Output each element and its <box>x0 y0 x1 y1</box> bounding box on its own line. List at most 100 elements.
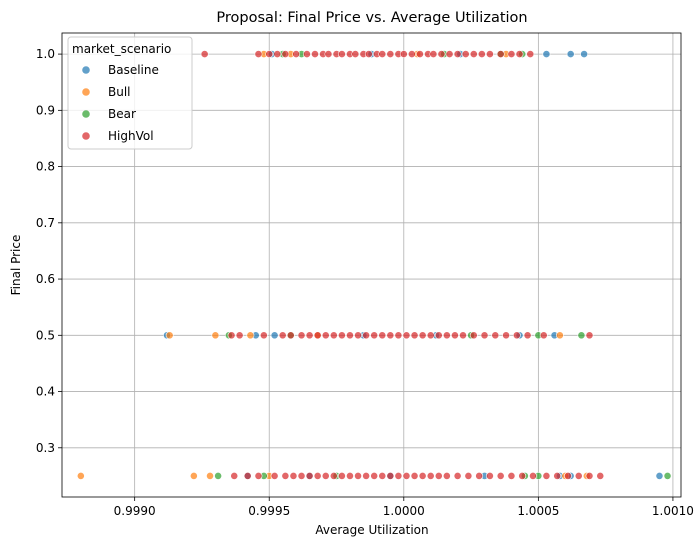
data-point <box>362 472 371 480</box>
legend-item-baseline: Baseline <box>82 63 159 77</box>
data-points <box>76 50 672 480</box>
y-tick-label: 0.9 <box>36 103 55 117</box>
data-point <box>459 331 467 340</box>
y-tick: 1.0 <box>36 47 62 61</box>
data-point <box>281 472 290 480</box>
data-point <box>434 472 443 480</box>
y-tick-label: 1.0 <box>36 47 55 61</box>
legend-item-highvol: HighVol <box>82 129 154 143</box>
data-point <box>394 472 403 480</box>
y-tick-label: 0.7 <box>36 216 55 230</box>
data-point <box>337 50 346 58</box>
x-axis-label: Average Utilization <box>315 523 428 537</box>
data-point <box>491 331 500 340</box>
legend-marker <box>82 66 90 74</box>
data-point <box>329 472 338 480</box>
data-point <box>399 50 408 58</box>
data-point <box>189 472 198 480</box>
data-point <box>539 331 548 340</box>
data-point <box>235 331 244 340</box>
y-tick-label: 0.3 <box>36 441 55 455</box>
data-point <box>378 50 387 58</box>
data-point <box>416 50 424 58</box>
series-highvol <box>200 50 605 480</box>
data-point <box>386 50 395 58</box>
data-point <box>321 472 330 480</box>
data-point <box>407 50 416 58</box>
data-point <box>418 472 427 480</box>
data-point <box>426 331 435 340</box>
x-tick-label: 1.0005 <box>517 504 559 518</box>
data-point <box>214 472 222 480</box>
data-point <box>211 331 220 340</box>
data-point <box>515 50 524 58</box>
data-point <box>265 50 274 58</box>
data-point <box>346 472 354 480</box>
data-point <box>337 331 346 340</box>
legend-item-bear: Bear <box>82 107 136 121</box>
y-axis-ticks: 0.3 0.4 0.5 0.6 0.7 0.8 0.9 1.0 <box>36 47 62 455</box>
data-point <box>529 472 537 480</box>
data-point <box>394 331 403 340</box>
legend-marker <box>82 132 90 140</box>
legend-marker <box>82 88 90 96</box>
data-point <box>464 472 473 480</box>
data-point <box>555 331 564 340</box>
y-tick-label: 0.6 <box>36 272 55 286</box>
data-point <box>354 472 362 480</box>
data-point <box>585 331 594 340</box>
data-point <box>577 331 586 340</box>
data-point <box>303 50 311 58</box>
x-tick: 0.9990 <box>114 497 156 518</box>
data-point <box>469 50 478 58</box>
data-point <box>564 472 572 480</box>
data-point <box>200 50 209 58</box>
y-tick: 0.8 <box>36 160 62 174</box>
x-tick: 0.9995 <box>248 497 290 518</box>
legend-item-bull: Bull <box>82 85 131 99</box>
x-tick-label: 1.0010 <box>652 504 694 518</box>
data-point <box>378 472 387 480</box>
data-point <box>445 50 454 58</box>
data-point <box>297 331 306 340</box>
data-point <box>386 472 395 480</box>
data-point <box>585 472 594 480</box>
data-point <box>76 472 85 480</box>
data-point <box>364 50 373 58</box>
data-point <box>227 331 236 340</box>
legend-label: HighVol <box>108 129 154 143</box>
data-point <box>451 331 459 340</box>
x-tick-label: 0.9995 <box>248 504 290 518</box>
data-point <box>311 50 319 58</box>
data-point <box>292 50 301 58</box>
data-point <box>502 331 510 340</box>
series-bear <box>214 50 672 480</box>
data-point <box>475 472 484 480</box>
legend-label: Bull <box>108 85 131 99</box>
data-point <box>165 331 174 340</box>
y-tick-label: 0.4 <box>36 385 55 399</box>
data-point <box>469 331 478 340</box>
data-point <box>486 50 494 58</box>
data-point <box>426 472 435 480</box>
data-point <box>329 331 338 340</box>
data-point <box>410 331 419 340</box>
data-point <box>313 472 322 480</box>
data-point <box>429 50 438 58</box>
data-point <box>324 50 333 58</box>
data-point <box>386 331 395 340</box>
data-point <box>512 331 521 340</box>
data-point <box>206 472 214 480</box>
data-point <box>574 472 583 480</box>
data-point <box>580 50 589 58</box>
legend-marker <box>82 110 90 118</box>
y-axis-label: Final Price <box>9 235 23 296</box>
data-point <box>418 331 427 340</box>
data-point <box>496 50 505 58</box>
x-tick-label: 1.0000 <box>383 504 425 518</box>
data-point <box>351 50 360 58</box>
data-point <box>273 50 282 58</box>
series-baseline <box>163 50 664 480</box>
data-point <box>378 331 387 340</box>
